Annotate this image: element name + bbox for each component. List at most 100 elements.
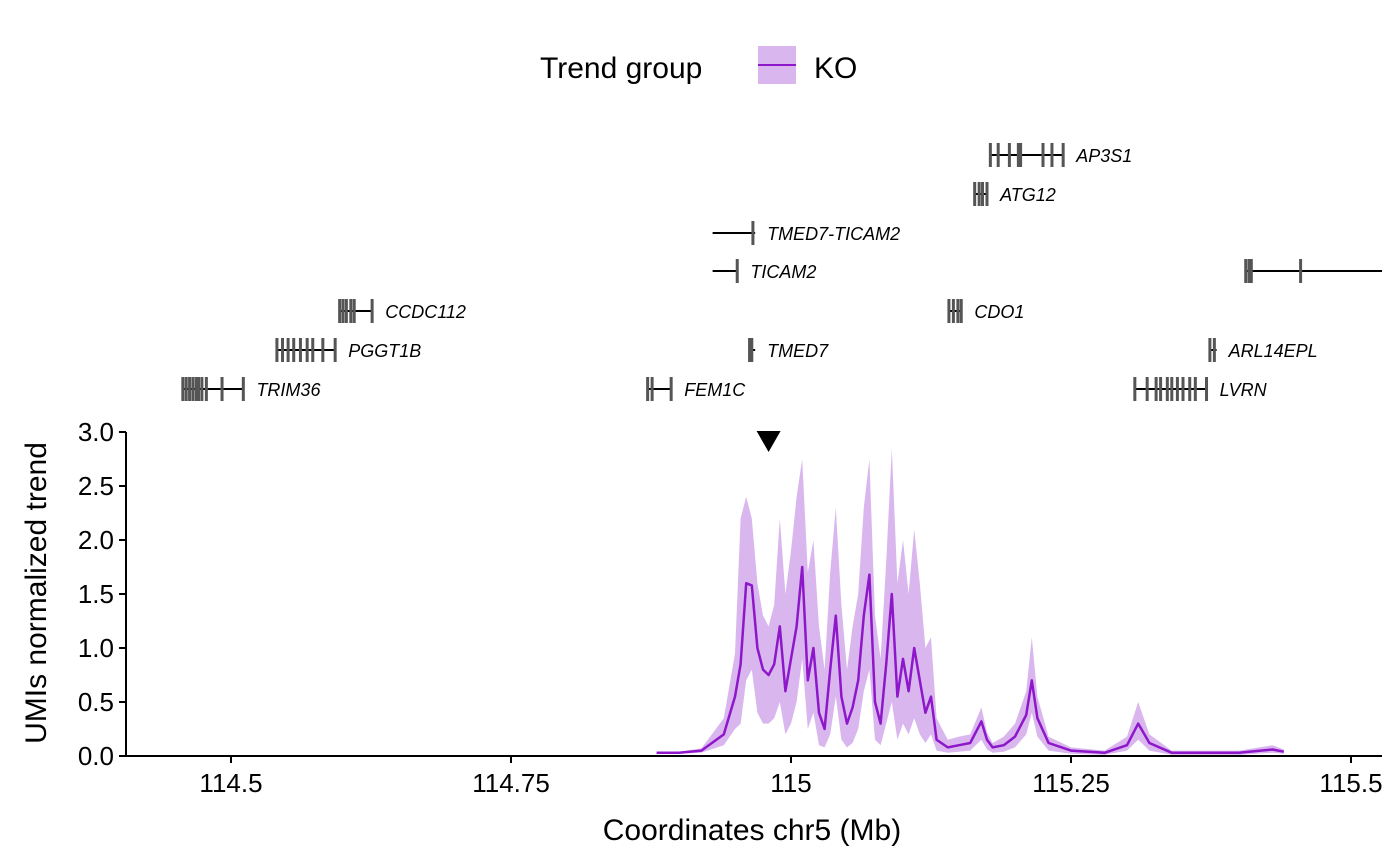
gene-track: AP3S1 ATG12 TMED7-TICAM2 TICAM2 CDO1 CCDC112 P… [181,143,1382,401]
exon-mark [1019,143,1023,167]
exon-mark [1249,259,1253,283]
gene-trim36: TRIM36 [181,377,321,401]
gene-label-trim36: TRIM36 [256,380,321,400]
exon-mark [947,299,951,323]
exon-mark [1165,377,1169,401]
axes: 0.0 0.5 1.0 1.5 2.0 2.5 3.0 114.5 114.75 115 115.2… [78,417,1383,798]
exon-mark [973,182,977,206]
exon-mark [333,338,337,362]
gene-arl14epl: ARL14EPL [1208,338,1318,362]
y-tick-label: 3.0 [78,417,114,447]
exon-mark [191,377,195,401]
y-tick-label: 0.0 [78,741,114,771]
series-line-ko [656,565,1285,755]
exon-mark [311,338,315,362]
exon-mark [1061,143,1065,167]
exon-mark [1007,143,1011,167]
exon-mark [197,377,201,401]
x-tick-label: 115.25 [1032,768,1110,798]
exon-mark [184,377,188,401]
x-tick-label: 114.75 [472,768,550,798]
x-tick-label: 114.5 [199,768,262,798]
gene-cdo1: CDO1 [947,299,1024,323]
exon-mark [194,377,198,401]
gene-label-ticam2: TICAM2 [750,262,816,282]
x-tick-label: 115.5 [1319,768,1382,798]
exon-mark [1145,377,1149,401]
exon-mark [1181,377,1185,401]
exon-mark [988,143,992,167]
exon-mark [370,299,374,323]
gene-label-atg12: ATG12 [999,185,1056,205]
y-tick-label: 1.0 [78,633,114,663]
exon-mark [321,338,325,362]
gene-tmed7-ticam2: TMED7-TICAM2 [712,221,900,245]
y-tick-label: 1.5 [78,579,114,609]
exon-mark [1299,259,1303,283]
exon-mark [1193,377,1197,401]
exon-mark [1041,143,1045,167]
gene-unlabeled [1244,259,1382,283]
data-layer [656,448,1285,755]
x-tick-label: 115 [770,768,811,798]
gene-label-tmed7: TMED7 [767,341,829,361]
exon-mark [188,377,192,401]
gene-pggt1b: PGGT1B [275,338,421,362]
exon-mark [341,299,345,323]
exon-mark [349,299,353,323]
exon-mark [959,299,963,323]
exon-mark [292,338,296,362]
exon-mark [1205,377,1209,401]
exon-mark [1154,377,1158,401]
legend-title: Trend group [540,52,702,85]
exon-mark [951,299,955,323]
gene-ccdc112: CCDC112 [338,299,466,323]
exon-mark [298,338,302,362]
exon-mark [220,377,224,401]
legend-label-ko: KO [814,52,857,85]
gene-lvrn: LVRN [1133,377,1268,401]
gene-atg12: ATG12 [973,182,1056,206]
gene-label-ccdc112: CCDC112 [385,302,466,322]
exon-mark [204,377,208,401]
exon-mark [1188,377,1192,401]
exon-mark [241,377,245,401]
exon-mark [305,338,309,362]
exon-mark [1175,377,1179,401]
exon-mark [750,338,754,362]
exon-mark [751,221,755,245]
exon-mark [1170,377,1174,401]
gene-ap3s1: AP3S1 [988,143,1132,167]
exon-mark [1133,377,1137,401]
exon-mark [650,377,654,401]
gene-label-fem1c: FEM1C [684,380,746,400]
exon-mark [1208,338,1212,362]
exon-mark [1159,377,1163,401]
exon-mark [981,182,985,206]
gene-label-arl14epl: ARL14EPL [1228,341,1318,361]
ribbon-ko [656,448,1284,755]
exon-mark [281,338,285,362]
exon-mark [344,299,348,323]
exon-mark [735,259,739,283]
gene-fem1c: FEM1C [646,377,746,401]
gene-label-tmed7-ticam2: TMED7-TICAM2 [767,224,900,244]
legend: Trend group KO [540,46,857,85]
y-axis-title: UMIs normalized trend [20,442,53,744]
exon-mark [200,377,204,401]
exon-mark [956,299,960,323]
gene-label-cdo1: CDO1 [974,302,1024,322]
exon-mark [996,143,1000,167]
exon-mark [985,182,989,206]
exon-mark [1212,338,1216,362]
exon-mark [338,299,342,323]
exon-mark [275,338,279,362]
exon-mark [1050,143,1054,167]
gene-tmed7: TMED7 [748,338,829,362]
gene-label-lvrn: LVRN [1220,380,1268,400]
exon-mark [977,182,981,206]
exon-mark [1016,143,1020,167]
y-tick-label: 2.5 [78,471,114,501]
exon-mark [646,377,650,401]
